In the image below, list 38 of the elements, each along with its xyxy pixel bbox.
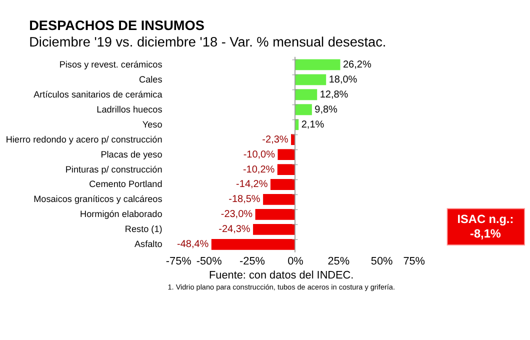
y-tick-label: Pisos y revest. cerámicos (59, 59, 163, 70)
chart-title: DESPACHOS DE INSUMOS (29, 18, 204, 33)
x-tick-label: 75% (403, 256, 426, 268)
data-label: -10,0% (243, 149, 276, 160)
x-tick-label: -50% (196, 256, 222, 268)
data-label: 9,8% (314, 104, 338, 116)
y-tick-label: Yeso (142, 119, 162, 130)
data-label: 2,1% (301, 119, 324, 130)
data-label: -24,3% (218, 224, 250, 236)
y-tick-label: Hormigón elaborado (80, 209, 162, 220)
y-tick-label: Ladrillos huecos (96, 104, 163, 114)
x-tick-label: 25% (328, 256, 350, 268)
data-label: -48,4% (176, 239, 209, 250)
y-tick-label: Placas de yeso (100, 149, 162, 160)
data-label: 12,8% (320, 89, 348, 100)
x-tick-label: 0% (288, 256, 304, 268)
y-tick-label: Asfalto (134, 239, 162, 250)
y-tick-label: Cales (139, 74, 163, 84)
y-tick-label: Hierro redondo y acero p/ construcción (6, 134, 162, 144)
data-label: -2,3% (262, 134, 288, 146)
x-tick-label: -25% (240, 256, 266, 268)
chart-subtitle: Diciembre '19 vs. diciembre '18 - Var. % mensual desestac. (29, 34, 386, 50)
y-tick-label: Mosaicos graníticos y calcáreos (34, 194, 163, 204)
data-label: -23,0% (220, 209, 253, 220)
x-tick-label: 50% (370, 256, 394, 268)
y-tick-label: Artículos sanitarios de cerámica (34, 89, 164, 100)
source-note: Fuente: con datos del INDEC. (209, 270, 354, 282)
y-tick-label: Resto (1) (124, 224, 162, 234)
data-label: -18,5% (228, 194, 260, 206)
x-tick-label: -75% (166, 256, 192, 268)
data-label: -10,2% (242, 164, 275, 176)
text: 1. Vidrio plano para construcción, tubos de aceros in costura y grifería. (168, 282, 395, 292)
data-label: -14,2% (236, 179, 268, 190)
text: ISAC n.g.: -8,1% (457, 212, 514, 241)
y-tick-label: Pinturas p/ construcción (65, 164, 162, 174)
data-label: 26,2% (342, 59, 372, 70)
data-label: 18,0% (328, 74, 358, 86)
y-tick-label: Cemento Portland (89, 179, 162, 190)
